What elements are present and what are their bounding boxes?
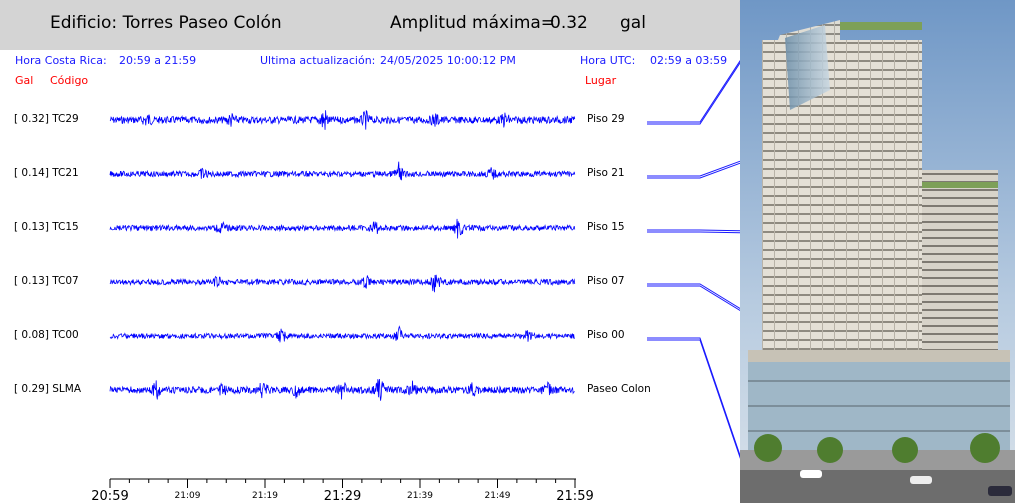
tick-label: 21:49 [485, 491, 511, 501]
place-label-tc29: Piso 29 [587, 113, 625, 125]
leader-line [647, 229, 740, 232]
station-label-tc07: [ 0.13] TC07 [14, 275, 79, 287]
tick-label: 21:09 [175, 491, 201, 501]
place-label-slma: Paseo Colon [587, 383, 651, 395]
trace-tc21 [109, 161, 576, 181]
code-column-header: Código [50, 74, 89, 87]
cr-time-range: 20:59 a 21:59 [119, 54, 197, 67]
trace-tc15 [109, 218, 576, 239]
leader-line [647, 160, 740, 177]
leader-line [647, 337, 740, 457]
trace-tc00 [109, 325, 576, 343]
utc-time-label: Hora UTC: [580, 54, 636, 67]
title-bar: Edificio: Torres Paseo Colón Amplitud má… [0, 0, 740, 50]
seismogram-chart: 20:59 21:09 21:19 21:29 21:39 21:49 21:59 [91, 60, 740, 503]
utc-time-range: 02:59 a 03:59 [650, 54, 728, 67]
building-title: Edificio: Torres Paseo Colón [50, 13, 282, 33]
place-label-tc21: Piso 21 [587, 167, 625, 179]
leader-line [647, 231, 740, 234]
leader-line [647, 339, 740, 459]
station-label-tc00: [ 0.08] TC00 [14, 329, 79, 341]
tick-label: 21:59 [556, 489, 593, 503]
leader-line [647, 60, 740, 123]
gal-column-header: Gal [15, 74, 34, 87]
tick-label: 21:39 [407, 491, 433, 501]
leader-line [647, 62, 740, 125]
station-label-tc21: [ 0.14] TC21 [14, 167, 79, 179]
place-label-tc15: Piso 15 [587, 221, 625, 233]
tick-label: 20:59 [91, 489, 128, 503]
last-update-value: 24/05/2025 10:00:12 PM [380, 54, 516, 67]
tick-label: 21:29 [324, 489, 361, 503]
last-update-label: Ultima actualización: [260, 54, 376, 67]
tick-label: 21:19 [252, 491, 278, 501]
amplitude-unit: gal [620, 13, 646, 33]
cr-time-label: Hora Costa Rica: [15, 54, 107, 67]
place-label-tc07: Piso 07 [587, 275, 625, 287]
station-label-tc29: [ 0.32] TC29 [14, 113, 79, 125]
station-label-tc15: [ 0.13] TC15 [14, 221, 79, 233]
leader-line [647, 285, 740, 311]
trace-slma [109, 378, 575, 401]
place-label-tc00: Piso 00 [587, 329, 625, 341]
leader-line [647, 283, 740, 309]
leader-line [647, 162, 740, 179]
max-amplitude-label: Amplitud máxima= [390, 13, 556, 33]
trace-tc29 [109, 109, 576, 130]
station-label-slma: [ 0.29] SLMA [14, 383, 82, 395]
building-photo [740, 0, 1015, 503]
trace-tc07 [109, 274, 576, 293]
place-column-header: Lugar [585, 74, 617, 87]
max-amplitude-value: 0.32 [550, 13, 588, 33]
